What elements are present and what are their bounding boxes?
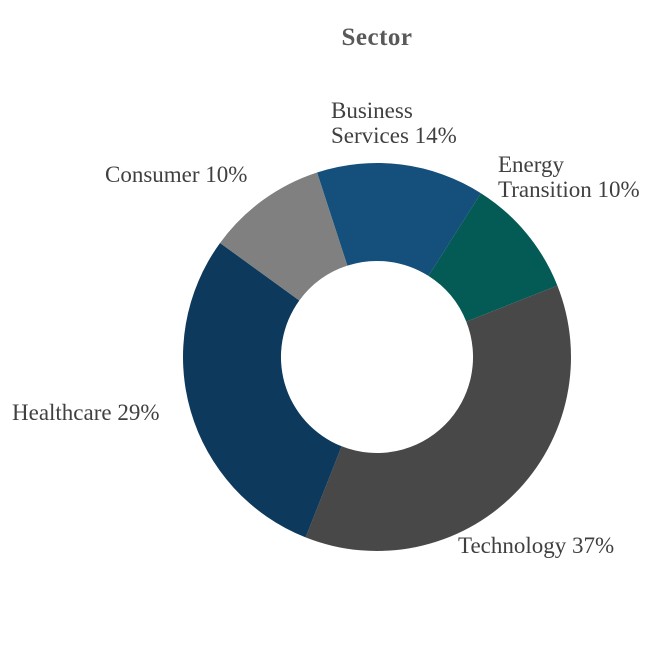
label-business-services: Business Services 14%	[331, 98, 457, 148]
label-healthcare: Healthcare 29%	[12, 400, 160, 425]
donut-segment-energy-transition[interactable]	[428, 193, 558, 322]
label-consumer: Consumer 10%	[105, 162, 248, 187]
donut-segment-technology[interactable]	[305, 285, 571, 551]
label-energy-transition: Energy Transition 10%	[498, 152, 640, 202]
donut-segment-healthcare[interactable]	[183, 242, 342, 538]
donut-segment-consumer[interactable]	[220, 172, 348, 301]
label-technology: Technology 37%	[458, 533, 615, 558]
chart-title: Sector	[341, 24, 413, 51]
donut-segment-business-services[interactable]	[317, 163, 481, 276]
